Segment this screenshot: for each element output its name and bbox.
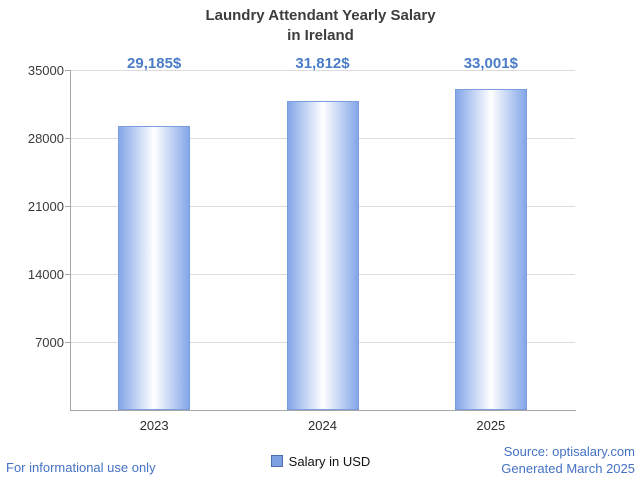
generated-text: Generated March 2025 <box>501 461 635 476</box>
x-tick-label: 2025 <box>476 418 506 433</box>
y-tick-mark <box>65 274 70 275</box>
bar-value-label: 29,185$ <box>127 55 182 72</box>
source-text: Source: optisalary.com <box>503 444 635 459</box>
bar <box>454 89 527 410</box>
source-block: Source: optisalary.com Generated March 2… <box>501 443 635 477</box>
chart-title-line2: in Ireland <box>287 26 354 44</box>
bar <box>286 100 359 410</box>
x-axis-line <box>70 410 576 411</box>
y-tick-mark <box>65 138 70 139</box>
legend-label: Salary in USD <box>288 454 371 469</box>
y-tick-mark <box>65 342 70 343</box>
x-tick-label: 2023 <box>139 418 169 433</box>
bar <box>118 126 191 410</box>
y-tick-label: 14000 <box>27 267 64 282</box>
y-tick-mark <box>65 70 70 71</box>
chart-title: Laundry Attendant Yearly Salary in Irela… <box>0 6 641 45</box>
y-axis-line <box>70 70 71 410</box>
legend-marker-icon <box>270 455 283 467</box>
x-tick-label: 2024 <box>308 418 337 433</box>
disclaimer-text: For informational use only <box>6 460 156 475</box>
legend: Salary in USD <box>0 454 641 469</box>
y-tick-label: 21000 <box>27 199 64 214</box>
y-tick-mark <box>65 206 70 207</box>
y-tick-label: 35000 <box>27 63 64 78</box>
gridline <box>70 70 575 71</box>
y-tick-label: 28000 <box>27 131 64 146</box>
chart-title-line1: Laundry Attendant Yearly Salary <box>205 7 436 24</box>
bar-value-label: 33,001$ <box>463 55 518 72</box>
y-tick-label: 7000 <box>35 335 64 350</box>
bar-value-label: 31,812$ <box>295 55 350 72</box>
